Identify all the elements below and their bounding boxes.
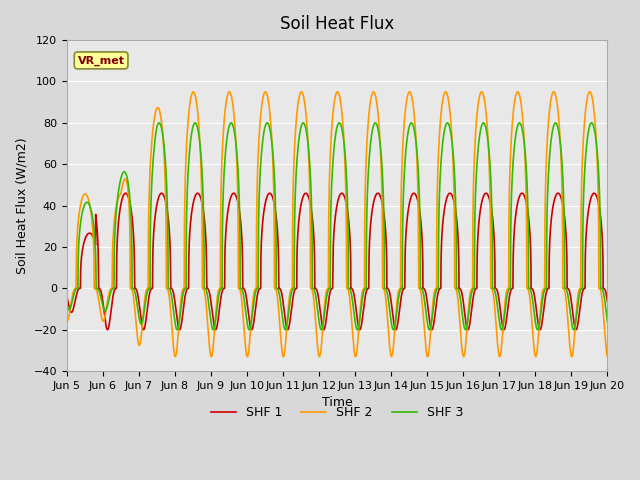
Line: SHF 1: SHF 1	[67, 193, 607, 330]
SHF 3	[489, 286, 497, 291]
Legend: SHF 1, SHF 2, SHF 3: SHF 1, SHF 2, SHF 3	[206, 401, 468, 424]
SHF 2	[489, 288, 497, 294]
SHF 1	[317, 314, 325, 320]
SHF 2	[63, 318, 70, 324]
Line: SHF 3: SHF 3	[67, 123, 607, 330]
SHF 3	[227, 120, 235, 126]
Title: Soil Heat Flux: Soil Heat Flux	[280, 15, 394, 33]
SHF 2	[458, 347, 466, 353]
SHF 3	[63, 303, 70, 309]
SHF 2	[317, 348, 324, 354]
SHF 3	[604, 319, 611, 324]
Y-axis label: Soil Heat Flux (W/m2): Soil Heat Flux (W/m2)	[15, 137, 28, 274]
Line: SHF 2: SHF 2	[67, 92, 607, 357]
SHF 1	[604, 299, 611, 304]
SHF 3	[209, 327, 217, 333]
SHF 2	[160, 148, 168, 154]
SHF 3	[160, 141, 168, 147]
SHF 1	[458, 293, 466, 299]
SHF 2	[604, 353, 611, 359]
SHF 1	[603, 295, 611, 301]
SHF 3	[317, 327, 325, 333]
SHF 2	[603, 351, 611, 357]
SHF 1	[302, 191, 310, 196]
Text: VR_met: VR_met	[77, 55, 125, 66]
SHF 3	[458, 312, 466, 318]
SHF 3	[603, 315, 611, 321]
SHF 1	[160, 193, 168, 199]
SHF 2	[532, 354, 540, 360]
SHF 1	[63, 293, 70, 299]
SHF 3	[429, 312, 436, 318]
SHF 2	[550, 89, 557, 95]
SHF 1	[489, 219, 497, 225]
SHF 1	[284, 327, 292, 333]
SHF 2	[428, 308, 436, 314]
X-axis label: Time: Time	[322, 396, 353, 409]
SHF 1	[429, 326, 436, 332]
